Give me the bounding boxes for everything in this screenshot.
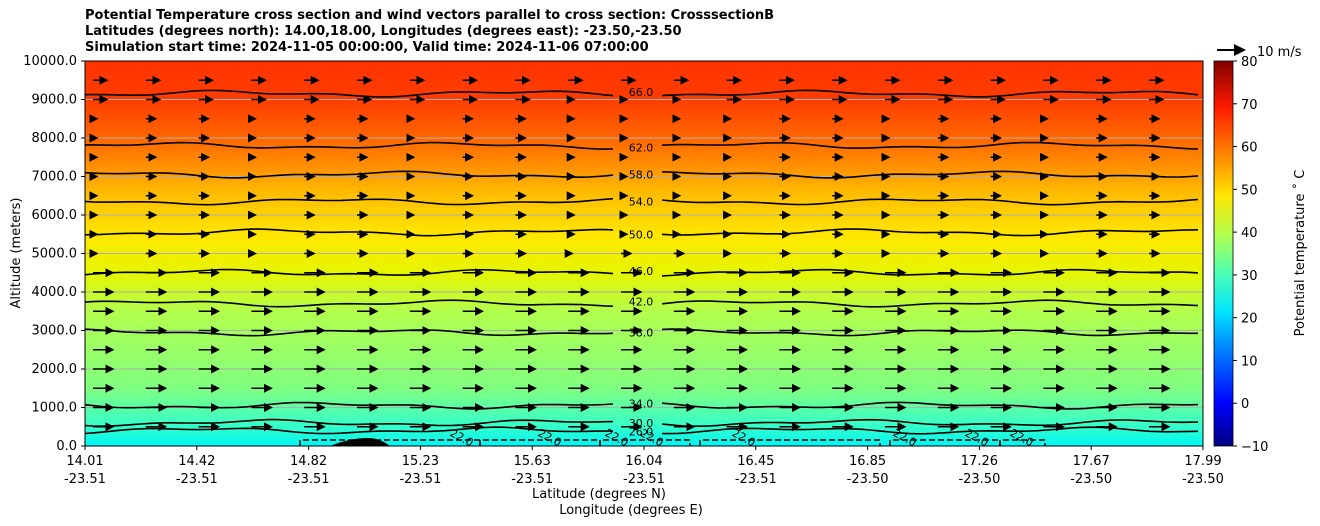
x-tick-label-lon: -23.50 (1182, 472, 1224, 487)
x-tick-label-lat: 17.26 (961, 454, 998, 469)
contour-label: 66.0 (629, 86, 654, 99)
contour-line-dashed (699, 439, 881, 446)
colorbar-tick-label: 40 (1241, 226, 1258, 241)
x-tick-label-lon: -23.51 (176, 472, 218, 487)
title-line-1: Potential Temperature cross section and … (85, 8, 775, 23)
x-axis-label-latitude: Latitude (degrees N) (532, 487, 666, 502)
y-tick-label: 0.0 (56, 439, 77, 454)
x-tick-label-lat: 15.23 (402, 454, 439, 469)
quiver-key-label: 10 m/s (1257, 45, 1302, 60)
x-tick-label-lon: -23.51 (64, 472, 106, 487)
x-tick-label-lon: -23.50 (1070, 472, 1112, 487)
y-tick-label: 6000.0 (32, 208, 78, 223)
contour-label: 38.0 (629, 326, 654, 339)
contour-line-dashed (599, 439, 691, 446)
contour-lines-22 (299, 439, 1046, 446)
title-line-3: Simulation start time: 2024-11-05 00:00:… (85, 40, 649, 55)
contour-line (84, 426, 613, 435)
contour-line (661, 418, 1199, 427)
colorbar (1213, 60, 1234, 447)
colorbar-label: Potential temperature ˚ C (1292, 170, 1308, 337)
contour-label: 26.0 (629, 425, 654, 438)
colorbar-tick-label: 20 (1241, 312, 1258, 327)
x-tick-label-lat: 14.01 (66, 454, 103, 469)
x-tick-label-lat: 14.42 (178, 454, 215, 469)
y-tick-label: 4000.0 (32, 285, 78, 300)
x-tick-label-lat: 17.99 (1184, 454, 1221, 469)
colorbar-tick-label: 50 (1241, 183, 1258, 198)
x-tick-label-lat: 16.04 (625, 454, 662, 469)
colorbar-tick-label: 0 (1241, 397, 1249, 412)
colorbar-ticks: 80 70 60 50 40 30 20 10 0 −10 (1233, 55, 1268, 455)
contour-line (661, 328, 1198, 337)
y-tick-label: 7000.0 (32, 170, 78, 185)
contour-line (84, 299, 614, 308)
y-tick-label: 9000.0 (32, 93, 78, 108)
contour-lines (84, 89, 1199, 435)
y-tick-label: 8000.0 (32, 131, 78, 146)
contour-label: 54.0 (629, 196, 654, 209)
x-tick-label-lat: 16.85 (849, 454, 886, 469)
contour-line (84, 89, 614, 98)
x-tick-label-lon: -23.50 (847, 472, 889, 487)
contour-line (662, 426, 1199, 435)
contour-line (661, 170, 1199, 179)
contour-line (85, 141, 614, 150)
contour-label: 46.0 (629, 265, 654, 278)
y-tick-label: 2000.0 (32, 362, 78, 377)
contour-line (661, 198, 1199, 206)
y-axis: 0.0 1000.0 2000.0 3000.0 4000.0 5000.0 6000.0 7… (23, 54, 85, 454)
contour-line (661, 401, 1199, 410)
x-tick-label-lat: 16.45 (737, 454, 774, 469)
x-tick-label-lon: -23.51 (288, 472, 330, 487)
contour-line (661, 228, 1199, 237)
chart-title: Potential Temperature cross section and … (85, 8, 774, 56)
x-tick-label-lon: -23.51 (399, 472, 441, 487)
x-tick-label-lat: 14.82 (290, 454, 327, 469)
x-tick-label-lat: 15.63 (514, 454, 551, 469)
contour-line (661, 89, 1199, 98)
contour-label: 42.0 (629, 296, 654, 309)
contour-line (84, 401, 614, 410)
x-axis: 14.01 -23.51 14.42 -23.51 14.82 -23.51 15.23 -2… (64, 446, 1224, 487)
x-tick-label-lon: -23.51 (735, 472, 777, 487)
y-tick-label: 3000.0 (32, 324, 78, 339)
contour-line (84, 197, 614, 206)
colorbar-tick-label: 60 (1241, 141, 1258, 156)
contour-line (84, 418, 614, 428)
contour-label: 30.0 (629, 417, 654, 430)
title-line-2: Latitudes (degrees north): 14.00,18.00, … (85, 24, 682, 39)
contour-label: 62.0 (629, 142, 654, 155)
contour-line (84, 268, 614, 276)
contour-line-dashed (999, 439, 1046, 446)
y-tick-label: 1000.0 (32, 401, 78, 416)
contour-line (661, 299, 1199, 308)
wind-vectors (89, 75, 1171, 432)
colorbar-tick-label: 30 (1241, 269, 1258, 284)
contour-line (661, 141, 1199, 150)
y-tick-label: 10000.0 (23, 54, 77, 69)
colorbar-tick-label: −10 (1241, 440, 1268, 455)
contour-line (661, 268, 1199, 277)
contour-label: 34.0 (629, 398, 654, 411)
y-tick-label: 5000.0 (32, 247, 78, 262)
x-tick-label-lon: -23.51 (623, 472, 665, 487)
colorbar-tick-label: 10 (1241, 354, 1258, 369)
contour-label: 58.0 (629, 169, 654, 182)
x-tick-label-lat: 17.67 (1073, 454, 1110, 469)
colorbar-tick-label: 70 (1241, 98, 1258, 113)
x-tick-label-lon: -23.50 (958, 472, 1000, 487)
x-tick-label-lon: -23.51 (511, 472, 553, 487)
contour-label: 50.0 (629, 228, 654, 241)
x-axis-label-longitude: Longitude (degrees E) (559, 503, 703, 518)
y-axis-label: Altitude (meters) (9, 198, 24, 309)
contour-line (84, 328, 614, 337)
colorbar-tick-label: 80 (1241, 55, 1258, 70)
